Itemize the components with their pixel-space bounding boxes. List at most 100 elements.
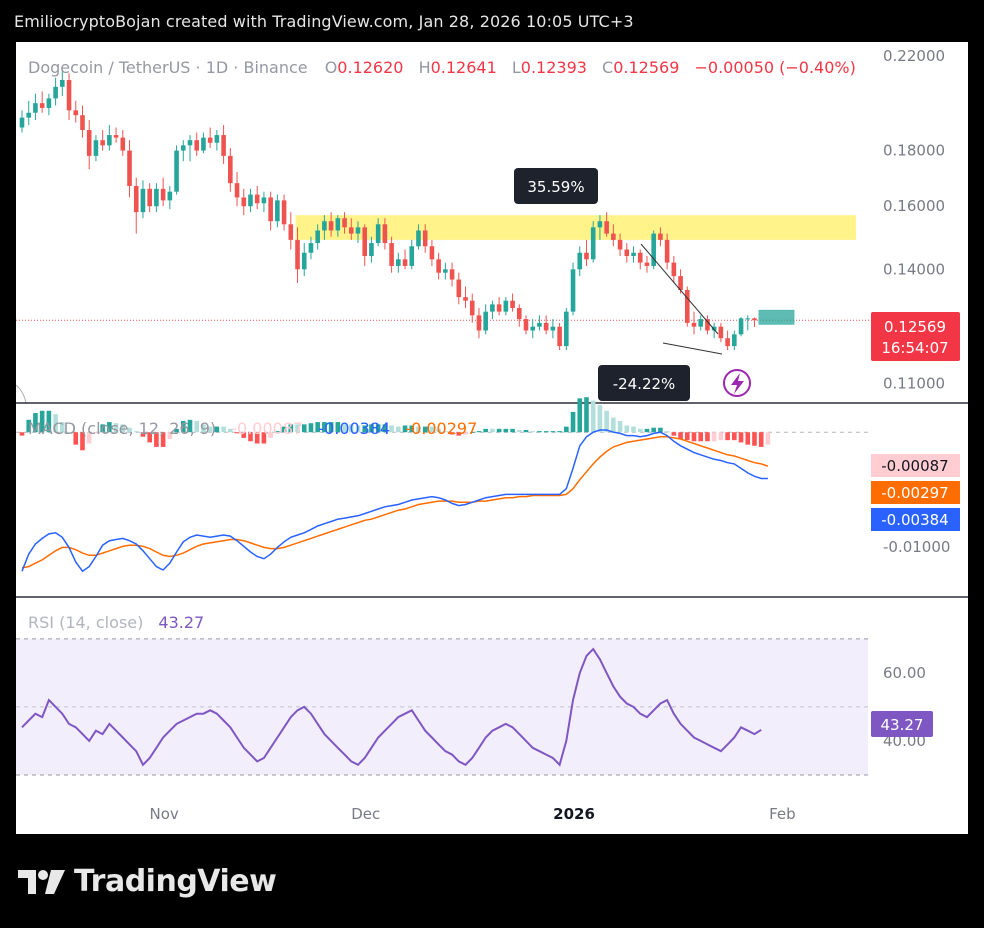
support-trendline[interactable] <box>662 342 723 355</box>
trading-chart[interactable]: Dogecoin / TetherUS · 1D · Binance O0.12… <box>16 42 968 834</box>
candle-body[interactable] <box>644 262 650 266</box>
candle-body[interactable] <box>745 318 751 320</box>
candle-body[interactable] <box>221 135 226 156</box>
candle-body[interactable] <box>402 259 408 266</box>
candle-body[interactable] <box>160 188 166 201</box>
candle-body[interactable] <box>698 319 704 327</box>
candle-body[interactable] <box>234 183 240 198</box>
candle-body[interactable] <box>678 276 683 291</box>
candle-body[interactable] <box>523 319 529 331</box>
candle-body[interactable] <box>416 230 421 247</box>
candle-body[interactable] <box>187 140 193 146</box>
candle-body[interactable] <box>684 290 690 323</box>
candle-body[interactable] <box>584 252 589 260</box>
candle-body[interactable] <box>752 318 757 321</box>
candle-body[interactable] <box>174 150 179 192</box>
candle-body[interactable] <box>597 221 603 228</box>
candle-body[interactable] <box>268 197 273 222</box>
candle-body[interactable] <box>46 98 52 108</box>
candle-body[interactable] <box>611 233 616 240</box>
candle-body[interactable] <box>738 318 744 335</box>
candle-body[interactable] <box>281 200 287 225</box>
candle-body[interactable] <box>550 326 556 331</box>
candle-body[interactable] <box>248 194 253 207</box>
candle-body[interactable] <box>557 326 562 347</box>
candle-body[interactable] <box>26 112 32 118</box>
candle-body[interactable] <box>396 259 401 266</box>
candle-body[interactable] <box>147 188 152 207</box>
candle-body[interactable] <box>510 300 515 308</box>
candle-body[interactable] <box>295 239 300 270</box>
candle-body[interactable] <box>355 227 361 234</box>
candle-body[interactable] <box>691 322 697 327</box>
candle-body[interactable] <box>389 243 394 266</box>
candle-body[interactable] <box>348 227 354 234</box>
candle-body[interactable] <box>308 243 314 253</box>
candle-body[interactable] <box>725 338 730 347</box>
candle-body[interactable] <box>301 252 307 270</box>
candle-body[interactable] <box>342 218 347 228</box>
candle-body[interactable] <box>154 188 159 207</box>
candle-body[interactable] <box>335 218 341 231</box>
candle-body[interactable] <box>705 319 710 331</box>
candle-body[interactable] <box>80 115 85 131</box>
candle-body[interactable] <box>409 246 415 266</box>
candle-body[interactable] <box>100 140 105 146</box>
candle-body[interactable] <box>577 252 583 270</box>
candle-body[interactable] <box>33 103 38 113</box>
candle-body[interactable] <box>127 150 132 186</box>
projection-box[interactable] <box>758 309 795 325</box>
candle-body[interactable] <box>718 326 724 339</box>
candle-body[interactable] <box>73 110 79 116</box>
candle-body[interactable] <box>463 297 468 301</box>
candle-body[interactable] <box>261 197 267 204</box>
candle-body[interactable] <box>496 304 502 312</box>
candle-body[interactable] <box>60 79 65 87</box>
candle-body[interactable] <box>651 233 656 266</box>
candle-body[interactable] <box>476 315 482 331</box>
candle-body[interactable] <box>617 239 623 250</box>
candle-body[interactable] <box>469 300 475 316</box>
candle-body[interactable] <box>288 224 294 240</box>
candle-body[interactable] <box>107 135 112 146</box>
candle-body[interactable] <box>732 334 737 347</box>
loss-callout[interactable]: -24.22% <box>598 365 690 401</box>
candle-body[interactable] <box>436 259 441 273</box>
descending-trendline[interactable] <box>640 243 719 335</box>
candle-body[interactable] <box>113 135 119 138</box>
candle-body[interactable] <box>443 269 448 273</box>
candle-body[interactable] <box>658 233 663 240</box>
gain-callout[interactable]: 35.59% <box>514 168 598 204</box>
candle-body[interactable] <box>449 269 455 280</box>
candle-body[interactable] <box>315 230 320 244</box>
resistance-zone[interactable] <box>295 215 856 240</box>
candle-body[interactable] <box>228 155 233 184</box>
candle-body[interactable] <box>382 224 388 244</box>
candle-body[interactable] <box>66 79 72 111</box>
candle-body[interactable] <box>207 137 213 143</box>
candle-body[interactable] <box>241 197 247 207</box>
candle-body[interactable] <box>530 326 536 331</box>
candle-body[interactable] <box>543 322 549 331</box>
candle-body[interactable] <box>201 137 206 151</box>
candle-body[interactable] <box>490 304 495 312</box>
candle-body[interactable] <box>369 243 374 257</box>
candle-body[interactable] <box>120 137 126 151</box>
candle-body[interactable] <box>516 307 522 320</box>
candle-body[interactable] <box>19 117 25 128</box>
candle-body[interactable] <box>254 194 260 204</box>
candle-body[interactable] <box>140 188 146 213</box>
candle-body[interactable] <box>39 103 45 108</box>
candle-body[interactable] <box>664 239 670 263</box>
candle-body[interactable] <box>537 322 542 327</box>
candle-body[interactable] <box>590 227 596 260</box>
candle-body[interactable] <box>93 140 99 156</box>
candle-body[interactable] <box>362 227 368 257</box>
candle-body[interactable] <box>631 252 636 257</box>
candle-body[interactable] <box>564 311 569 347</box>
candle-body[interactable] <box>456 279 462 298</box>
candle-body[interactable] <box>328 221 334 231</box>
candle-body[interactable] <box>133 185 139 213</box>
candle-body[interactable] <box>194 140 200 151</box>
